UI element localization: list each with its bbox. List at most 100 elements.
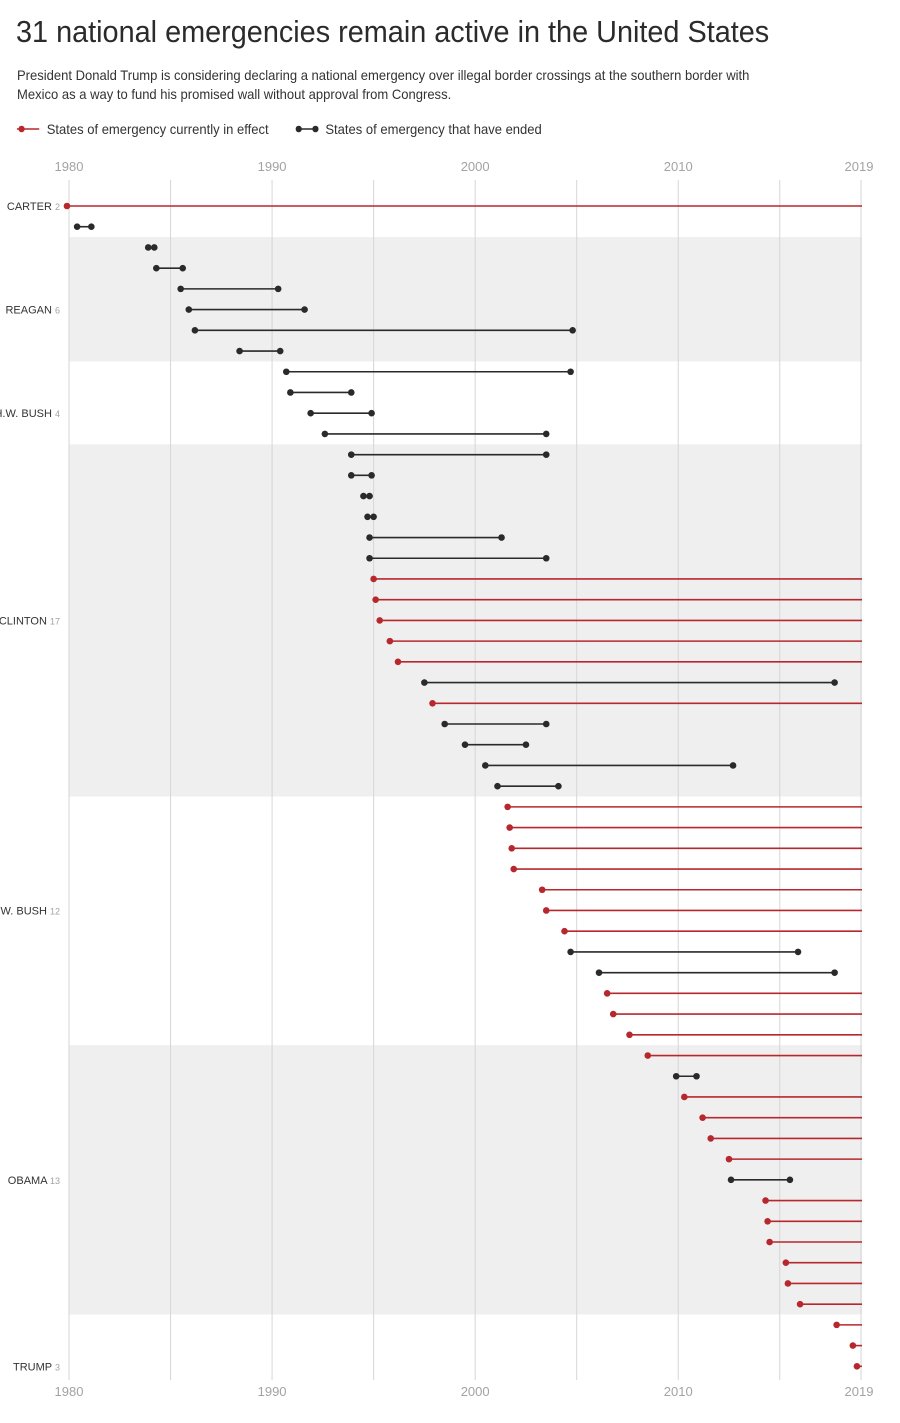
president-label-carter: CARTER 2	[7, 201, 60, 213]
emergency-start-point-ended	[177, 285, 184, 293]
emergency-start-point-active	[506, 824, 513, 831]
emergency-start-point-ended	[347, 451, 355, 458]
president-count: 17	[50, 616, 60, 626]
emergency-end-point-ended	[179, 264, 187, 272]
chart-subtitle: President Donald Trump is considering de…	[17, 67, 750, 102]
emergency-end-point-ended	[150, 244, 158, 251]
emergency-start-point-ended	[321, 430, 329, 438]
emergency-end-point-ended	[542, 430, 550, 438]
emergency-end-point-ended	[498, 534, 505, 541]
x-tick-label-bottom-2010: 2010	[664, 1384, 693, 1399]
emergency-start-point-active	[609, 1010, 617, 1018]
legend-label-ended: States of emergency that have ended	[325, 121, 542, 137]
president-label-trump: TRUMP 3	[13, 1361, 60, 1373]
x-tick-label-top-2019: 2019	[845, 159, 874, 174]
emergency-end-point-ended	[729, 762, 737, 769]
emergency-start-point-active	[644, 1052, 652, 1059]
emergency-end-point-ended	[368, 472, 375, 479]
president-bands	[69, 237, 862, 1315]
emergency-start-point-ended	[360, 492, 367, 500]
emergency-start-point-active	[386, 637, 394, 645]
emergency-start-point-active	[764, 1217, 771, 1225]
emergency-end-point-ended	[88, 223, 95, 231]
emergency-start-point-ended	[482, 762, 489, 769]
emergency-end-point-ended	[542, 451, 550, 458]
emergency-start-point-ended	[494, 782, 501, 790]
emergency-end-point-ended	[366, 492, 373, 500]
president-name: W. BUSH	[0, 905, 50, 917]
emergency-start-point-ended	[441, 720, 448, 728]
emergency-end-point-ended	[542, 720, 550, 728]
emergency-end-point-ended	[542, 554, 550, 562]
emergency-start-point-active	[833, 1321, 840, 1329]
emergency-start-point-active	[376, 617, 384, 624]
emergency-start-point-ended	[366, 534, 373, 541]
emergency-start-point-active	[561, 927, 568, 935]
year-tick-labels: 1980 1980 1990 1990 2000 2000 2010 2010 2019 2019	[55, 159, 874, 1399]
emergency-end-point-ended	[693, 1072, 700, 1080]
president-label-h-w-bush: H.W. BUSH 4	[0, 408, 60, 420]
emergency-start-point-ended	[567, 948, 574, 956]
president-count: 3	[55, 1362, 60, 1372]
emergency-start-point-ended	[307, 409, 314, 417]
legend-item-ended: States of emergency that have ended	[295, 121, 542, 137]
emergency-end-point-ended	[555, 782, 562, 790]
emergency-start-point-active	[504, 803, 511, 811]
emergency-start-point-ended	[287, 389, 294, 396]
emergency-start-point-active	[63, 202, 71, 210]
emergency-end-point-ended	[831, 679, 838, 686]
x-tick-label-top-2010: 2010	[664, 159, 693, 174]
emergency-start-point-active	[853, 1363, 861, 1370]
emergency-start-point-active	[394, 658, 402, 666]
x-tick-label-bottom-2000: 2000	[461, 1384, 490, 1399]
emergency-start-point-active	[782, 1259, 790, 1267]
president-count: 4	[55, 409, 60, 419]
emergency-start-point-active	[538, 886, 546, 894]
president-name: CLINTON	[0, 615, 50, 627]
emergency-start-point-ended	[347, 472, 355, 479]
chart-title: 31 national emergencies remain active in…	[16, 14, 770, 49]
emergency-start-point-active	[762, 1197, 769, 1204]
president-name: CARTER	[7, 201, 55, 213]
x-tick-label-top-1980: 1980	[55, 159, 84, 174]
president-name: REAGAN	[5, 305, 55, 317]
x-tick-label-bottom-1980: 1980	[55, 1384, 84, 1399]
emergency-start-point-ended	[236, 347, 243, 355]
emergency-start-point-active	[508, 845, 516, 852]
president-count: 13	[50, 1176, 60, 1186]
emergency-end-point-ended	[368, 409, 375, 417]
emergency-end-point-ended	[567, 368, 574, 376]
legend-label-active: States of emergency currently in effect	[46, 121, 269, 137]
emergency-start-point-ended	[191, 327, 199, 334]
emergency-start-point-ended	[153, 264, 160, 272]
president-label-obama: OBAMA 13	[8, 1175, 60, 1187]
emergency-start-point-ended	[727, 1176, 735, 1184]
emergency-start-point-active	[542, 907, 550, 914]
emergency-start-point-ended	[144, 244, 152, 251]
emergency-start-point-active	[725, 1155, 733, 1163]
emergency-end-point-ended	[831, 969, 838, 976]
emergency-start-point-active	[707, 1135, 715, 1142]
emergency-start-point-active	[699, 1114, 706, 1121]
emergency-start-point-active	[603, 990, 611, 997]
emergency-start-point-ended	[595, 969, 603, 976]
emergency-end-point-ended	[522, 741, 530, 749]
band-reagan	[69, 237, 862, 362]
emergency-end-point-ended	[794, 948, 802, 956]
emergency-start-point-active	[681, 1093, 688, 1101]
president-label-clinton: CLINTON 17	[0, 615, 60, 627]
emergency-start-point-ended	[421, 679, 428, 686]
emergency-start-point-ended	[282, 368, 290, 376]
legend-item-active: States of emergency currently in effect	[16, 121, 269, 137]
emergency-end-point-ended	[301, 306, 308, 313]
emergency-start-point-active	[372, 596, 379, 603]
emergency-start-point-active	[784, 1280, 792, 1287]
emergency-start-point-active	[429, 699, 436, 707]
x-tick-label-bottom-1990: 1990	[258, 1384, 287, 1399]
x-tick-label-bottom-2019: 2019	[845, 1384, 874, 1399]
president-label-reagan: REAGAN 6	[5, 305, 60, 317]
president-name: H.W. BUSH	[0, 408, 55, 420]
legend-swatch-ended	[295, 125, 319, 133]
legend: States of emergency currently in effect …	[16, 119, 542, 139]
